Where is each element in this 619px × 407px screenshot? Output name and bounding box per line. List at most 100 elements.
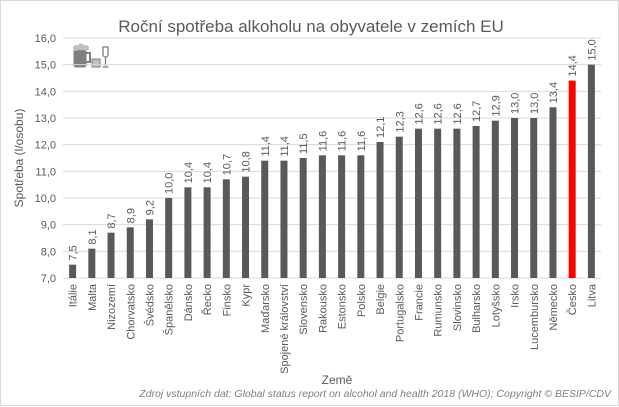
x-tick-label: Spojené království	[279, 284, 291, 374]
x-tick-label: Rakousko	[317, 284, 329, 333]
x-tick-label: Slovinsko	[452, 284, 464, 331]
y-tick-label: 13,0	[35, 113, 56, 125]
data-label: 9,2	[144, 200, 156, 215]
data-label: 12,6	[452, 103, 464, 124]
x-tick-label: Dánsko	[183, 284, 195, 321]
x-tick-label: Litva	[586, 283, 598, 307]
bar-Estonsko	[338, 155, 346, 278]
y-tick-label: 10,0	[35, 193, 56, 205]
y-tick-label: 11,0	[35, 166, 56, 178]
x-tick-label: Bulharsko	[471, 284, 483, 333]
data-label: 11,4	[279, 136, 291, 157]
bar-Francie	[414, 128, 422, 278]
bar-Lucembursko	[530, 118, 538, 278]
bar-Polsko	[357, 155, 365, 278]
x-tick-label: Belgie	[375, 284, 387, 315]
x-tick-label: Irsko	[510, 284, 522, 308]
y-tick-label: 15,0	[35, 60, 56, 72]
x-tick-label: Lotyšsko	[490, 284, 502, 327]
x-tick-label: Španělsko	[163, 284, 176, 335]
bar-Německo	[549, 107, 557, 278]
bar-Finsko	[222, 179, 230, 278]
x-tick-label: Nizozemí	[106, 284, 118, 330]
drinks-icon	[73, 43, 109, 68]
x-tick-label: Rumunsko	[433, 284, 445, 337]
bar-Portugalsko	[395, 136, 403, 278]
bar-Malta	[88, 248, 96, 278]
x-tick-label: Česko	[566, 284, 579, 315]
y-tick-label: 16,0	[35, 33, 56, 45]
data-label: 10,8	[241, 151, 253, 172]
bar-Litva	[587, 64, 595, 278]
bar-Rumunsko	[434, 128, 442, 278]
bar-Švédsko	[145, 219, 153, 278]
x-tick-label: Polsko	[356, 284, 368, 317]
data-label: 11,5	[298, 133, 310, 154]
x-tick-label: Chorvatsko	[125, 284, 137, 340]
data-label: 12,3	[394, 111, 406, 132]
bar-Belgie	[376, 142, 384, 278]
bar-Itálie	[69, 264, 77, 278]
chart-title: Roční spotřeba alkoholu na obyvatele v z…	[118, 17, 504, 36]
data-label: 14,4	[567, 55, 579, 76]
x-tick-label: Německo	[548, 284, 560, 330]
y-tick-label: 7,0	[41, 273, 56, 285]
bar-Lotyšsko	[491, 120, 499, 279]
bar-Nizozemí	[107, 232, 115, 278]
x-tick-label: Estonsko	[337, 284, 349, 329]
bar-Dánsko	[184, 187, 192, 278]
y-tick-label: 14,0	[35, 86, 56, 98]
data-label: 10,4	[183, 162, 195, 183]
data-label: 12,9	[490, 95, 502, 116]
data-label: 11,6	[356, 131, 368, 152]
x-tick-label: Francie	[413, 284, 425, 321]
bar-Maďarsko	[261, 160, 269, 278]
data-label: 7,5	[68, 245, 80, 260]
x-tick-label: Slovensko	[298, 284, 310, 335]
y-tick-label: 8,0	[41, 246, 56, 258]
data-label: 13,0	[510, 93, 522, 114]
bar-Kypr	[242, 176, 250, 278]
x-axis-label: Země	[322, 373, 353, 387]
data-label: 13,0	[529, 93, 541, 114]
data-label: 12,6	[413, 103, 425, 124]
bar-Rakousko	[318, 155, 326, 278]
data-label: 10,0	[164, 173, 176, 194]
bar-Spojené království	[280, 160, 288, 278]
x-tick-label: Portugalsko	[394, 284, 406, 342]
data-label: 12,6	[433, 103, 445, 124]
y-tick-label: 12,0	[35, 140, 56, 152]
y-tick-label: 9,0	[41, 220, 56, 232]
data-label: 10,4	[202, 162, 214, 183]
bar-Španělsko	[165, 198, 173, 278]
bar-Slovinsko	[453, 128, 461, 278]
data-label: 8,1	[87, 229, 99, 244]
data-label: 11,6	[337, 131, 349, 152]
bar-Česko	[568, 80, 576, 279]
x-tick-label: Řecko	[201, 284, 214, 315]
data-label: 13,4	[548, 82, 560, 103]
data-label: 10,7	[221, 154, 233, 175]
x-tick-label: Finsko	[221, 284, 233, 316]
source-note: Zdroj vstupních dat: Global status repor…	[138, 388, 612, 400]
data-label: 8,7	[106, 213, 118, 228]
bar-Chorvatsko	[126, 227, 134, 278]
bar-Řecko	[203, 187, 211, 278]
bar-Slovensko	[299, 158, 307, 278]
x-tick-label: Lucembursko	[529, 284, 541, 350]
data-label: 15,0	[586, 39, 598, 60]
x-tick-label: Itálie	[68, 284, 80, 307]
data-label: 12,7	[471, 101, 483, 122]
bar-Bulharsko	[472, 126, 480, 278]
data-label: 8,9	[125, 208, 137, 223]
x-tick-label: Maďarsko	[260, 284, 272, 333]
x-tick-label: Kypr	[241, 284, 253, 307]
data-label: 11,4	[260, 136, 272, 157]
bar-Irsko	[511, 118, 519, 278]
x-tick-label: Malta	[87, 283, 99, 311]
y-axis-label: Spotřeba (l/osobu)	[12, 109, 26, 208]
data-label: 12,1	[375, 117, 387, 138]
data-label: 11,6	[317, 131, 329, 152]
